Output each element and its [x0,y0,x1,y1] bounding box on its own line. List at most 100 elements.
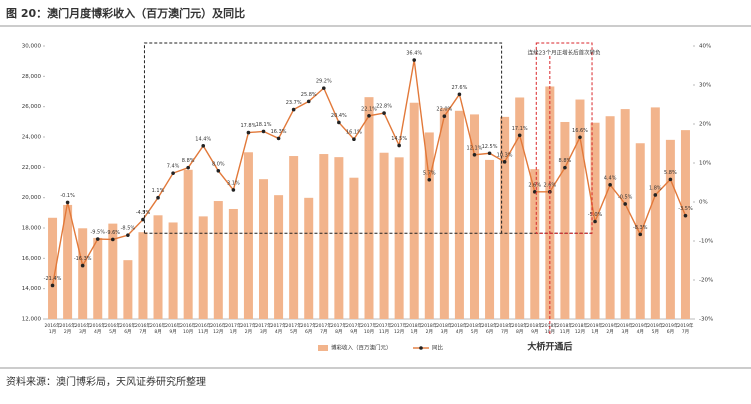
yoy-marker [502,160,507,164]
y-tick-label: 28,000 [22,74,42,80]
yoy-marker [156,195,160,200]
x-tick-label: 2018年 4月 [451,322,467,335]
yoy-marker [261,129,266,134]
x-tick-label: 2016年 12月 [210,322,226,335]
bar [289,156,299,319]
bar [620,109,630,320]
x-tick-label: 2019年 1月 [587,322,603,335]
data-label: 20.4% [331,113,347,119]
data-label: 22.0% [436,107,452,113]
data-label: 27.6% [451,85,467,91]
bar [213,201,223,319]
yoy-marker [668,177,673,182]
yoy-marker [321,86,326,90]
data-label: -4.5% [136,210,151,216]
yoy-marker [517,133,522,138]
bar [78,228,88,319]
bar [304,197,314,319]
data-label: 14.5% [391,136,407,142]
data-label: -8.3% [633,225,648,231]
yoy-marker [246,130,251,135]
y-tick-label: 24,000 [22,135,42,141]
data-label: -9.6% [106,230,121,236]
x-tick-label: 2016年 11月 [195,322,211,335]
x-tick-label: 2017年 6月 [301,322,317,335]
yoy-marker [397,143,401,148]
x-tick-label: 2018年 12月 [572,322,588,335]
x-tick-label: 2018年 5月 [467,322,483,335]
data-label: 8.0% [212,161,225,167]
yoy-marker [532,190,537,194]
data-label: 1.8% [649,185,662,191]
bar [515,97,525,319]
yoy-marker [111,237,115,242]
x-tick-label: 2018年 1月 [406,322,422,335]
yoy-marker [578,135,582,140]
x-tick-label: 2017年 3月 [256,322,272,335]
x-tick-label: 2016年 3月 [75,322,91,335]
bar [409,102,419,320]
yoy-marker [276,136,281,141]
bar [123,260,133,319]
data-label: 8.8% [182,158,195,164]
bar [454,110,464,320]
yoy-marker [95,237,100,241]
yoy-marker [231,188,236,192]
x-tick-label: 2017年 8月 [331,322,347,335]
x-tick-label: 2016年 5月 [105,322,121,335]
x-tick-label: 2019年 5月 [647,322,663,335]
x-tick-label: 2018年 7月 [497,322,513,335]
y-tick-label: 22,000 [22,165,42,171]
bar [379,152,389,319]
yoy-marker [382,111,386,115]
y-tick-label: 12,000 [22,317,42,323]
data-label: 2.6% [528,182,541,188]
y-tick-label: 20,000 [22,195,42,201]
bar [469,114,479,319]
bar [665,139,675,319]
data-label: 16.6% [572,128,588,134]
data-label: -21.4% [44,276,62,282]
bar [259,179,269,319]
yoy-marker [412,58,417,62]
data-label: -3.5% [678,206,693,212]
annotation: 大桥开通后 [527,341,572,353]
yoy-marker [291,107,296,112]
bar [334,157,344,319]
data-label: 16.3% [271,129,287,135]
yoy-marker [563,165,567,170]
bar [364,97,374,319]
data-label: -16.3% [74,256,92,262]
bar [530,169,540,319]
yoy-marker [352,137,356,142]
x-tick-label: 2018年 3月 [436,322,452,335]
y-tick-label: 30,000 [22,44,42,50]
data-label: 3.1% [227,180,240,186]
x-tick-label: 2018年 6月 [482,322,498,335]
y2-tick-label: 20% [699,122,711,128]
data-label: 8.8% [559,158,572,164]
bar [108,223,118,319]
yoy-marker [457,92,462,97]
x-tick-label: 2016年 10月 [180,322,196,335]
legend-label: 博彩收入（百万澳门元） [331,344,392,352]
y2-tick-label: -30% [699,317,713,323]
bar [153,215,163,319]
yoy-marker [171,171,175,175]
legend-swatch [419,346,423,350]
x-tick-label: 2016年 2月 [60,322,76,335]
bar [680,130,690,319]
yoy-marker [65,200,70,205]
data-label: 36.4% [406,51,422,57]
data-label: 29.2% [316,79,332,85]
y2-tick-label: 10% [699,161,711,167]
bar [439,108,449,319]
bar [560,121,570,319]
data-label: 5.8% [664,170,677,176]
data-label: 14.4% [195,136,211,142]
data-label: 18.1% [256,122,272,128]
data-label: -0.1% [60,193,75,199]
yoy-marker [80,263,85,268]
y2-tick-label: 30% [699,83,711,89]
